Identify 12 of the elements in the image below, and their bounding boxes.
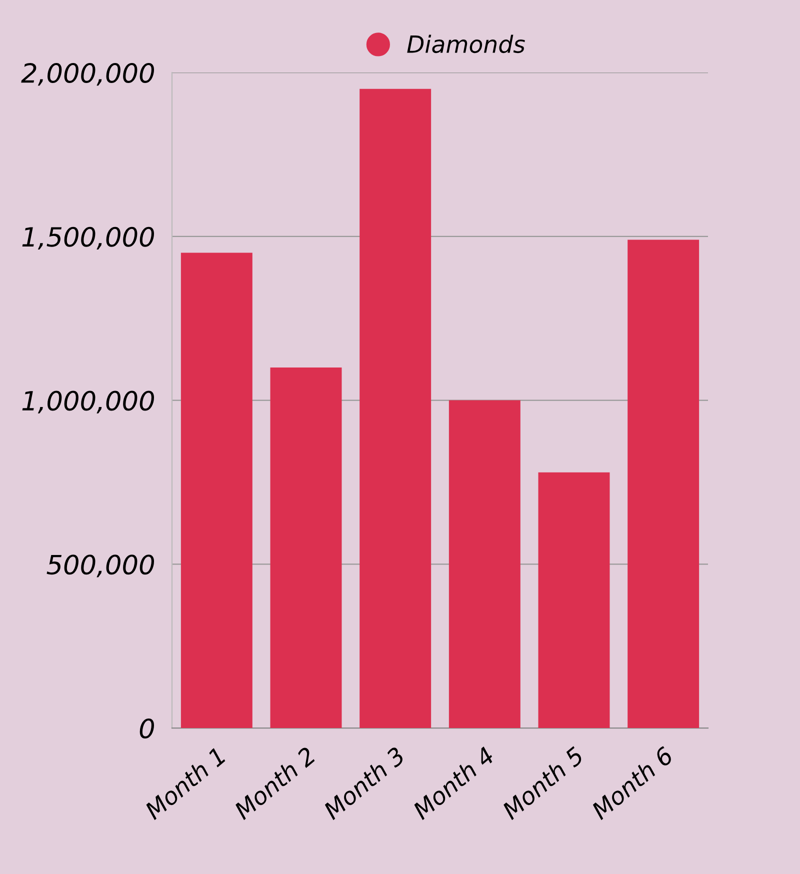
bar xyxy=(180,252,252,728)
bar xyxy=(538,472,610,728)
y-tick-label: 1,500,000 xyxy=(22,226,154,250)
y-tick-label: 2,000,000 xyxy=(21,62,154,86)
bar xyxy=(448,400,520,728)
bar xyxy=(628,240,700,728)
y-tick-label: 1,000,000 xyxy=(22,390,154,414)
legend-label: Diamonds xyxy=(407,34,525,54)
bar xyxy=(360,88,432,728)
bar xyxy=(270,368,342,728)
y-tick-label: 0 xyxy=(140,718,154,738)
y-tick-label: 500,000 xyxy=(46,554,154,578)
